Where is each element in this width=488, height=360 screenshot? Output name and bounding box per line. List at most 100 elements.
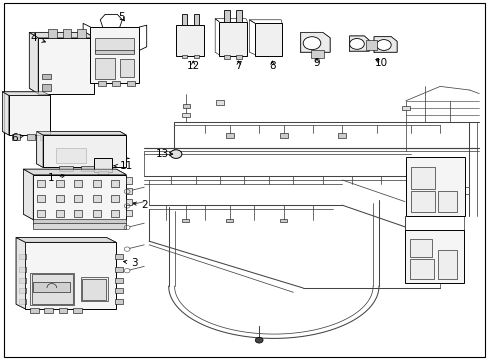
- Bar: [9, 95, 50, 135]
- Bar: [126, 177, 132, 184]
- Bar: [401, 106, 409, 110]
- Bar: [43, 135, 126, 167]
- Bar: [33, 219, 126, 224]
- Bar: [183, 104, 189, 108]
- Circle shape: [255, 337, 263, 343]
- Bar: [48, 29, 57, 38]
- Bar: [279, 133, 287, 138]
- Polygon shape: [23, 169, 126, 175]
- Bar: [59, 308, 67, 313]
- Bar: [225, 133, 233, 138]
- Bar: [33, 175, 126, 220]
- Bar: [74, 180, 82, 187]
- Bar: [19, 267, 26, 272]
- Bar: [235, 55, 241, 59]
- Bar: [19, 254, 26, 259]
- Bar: [409, 259, 433, 279]
- Bar: [77, 29, 86, 38]
- Bar: [81, 277, 107, 301]
- Bar: [410, 167, 434, 189]
- Bar: [30, 308, 39, 313]
- Bar: [19, 299, 26, 304]
- Bar: [224, 55, 229, 59]
- Circle shape: [349, 39, 364, 49]
- Text: 3: 3: [123, 258, 138, 268]
- Text: 11: 11: [114, 161, 133, 171]
- Polygon shape: [2, 92, 50, 95]
- Bar: [56, 210, 63, 217]
- Bar: [81, 166, 95, 171]
- Bar: [41, 84, 51, 91]
- Bar: [235, 10, 241, 22]
- Bar: [82, 279, 105, 300]
- Bar: [224, 10, 229, 22]
- Bar: [410, 191, 434, 212]
- Text: 10: 10: [374, 58, 387, 68]
- Bar: [95, 50, 134, 54]
- Bar: [115, 278, 122, 283]
- Polygon shape: [29, 32, 94, 38]
- Bar: [93, 180, 101, 187]
- Bar: [95, 58, 115, 79]
- Bar: [93, 210, 101, 217]
- Bar: [182, 14, 186, 25]
- Bar: [120, 59, 134, 77]
- Bar: [90, 27, 139, 83]
- Bar: [115, 288, 122, 293]
- Circle shape: [303, 37, 320, 50]
- Text: 4: 4: [31, 33, 45, 43]
- Bar: [193, 55, 198, 58]
- Polygon shape: [373, 37, 396, 52]
- Bar: [182, 55, 186, 58]
- Bar: [37, 180, 45, 187]
- Polygon shape: [16, 238, 116, 242]
- Bar: [98, 171, 107, 175]
- Bar: [182, 219, 189, 222]
- Bar: [95, 38, 134, 52]
- Text: 8: 8: [268, 60, 275, 71]
- Bar: [219, 22, 247, 56]
- Text: 2: 2: [133, 200, 147, 210]
- Bar: [176, 25, 204, 56]
- Text: 12: 12: [186, 60, 200, 71]
- Bar: [226, 219, 233, 222]
- Bar: [338, 133, 346, 138]
- Bar: [404, 230, 463, 283]
- Bar: [111, 210, 119, 217]
- Text: 9: 9: [313, 58, 320, 68]
- Bar: [33, 223, 126, 229]
- Bar: [115, 254, 122, 259]
- Bar: [112, 81, 120, 86]
- Bar: [37, 194, 45, 202]
- Bar: [310, 50, 324, 58]
- Bar: [111, 180, 119, 187]
- Bar: [255, 23, 282, 56]
- Bar: [38, 38, 94, 94]
- Bar: [126, 210, 132, 216]
- Bar: [74, 210, 82, 217]
- Text: 1: 1: [48, 173, 65, 183]
- Text: 6: 6: [11, 132, 23, 143]
- Bar: [126, 188, 132, 194]
- Bar: [59, 166, 73, 171]
- Bar: [74, 194, 82, 202]
- Bar: [41, 74, 51, 79]
- Text: 5: 5: [118, 12, 124, 22]
- Bar: [37, 210, 45, 217]
- Polygon shape: [37, 131, 126, 135]
- Polygon shape: [300, 32, 329, 52]
- Bar: [19, 288, 26, 293]
- Bar: [437, 250, 456, 279]
- Circle shape: [376, 40, 390, 50]
- Polygon shape: [349, 36, 368, 51]
- Bar: [193, 14, 198, 25]
- Polygon shape: [2, 92, 9, 135]
- Polygon shape: [29, 32, 38, 94]
- Bar: [405, 157, 464, 216]
- Bar: [115, 267, 122, 272]
- Bar: [30, 273, 74, 305]
- Bar: [111, 194, 119, 202]
- Bar: [437, 191, 456, 212]
- Polygon shape: [23, 169, 33, 220]
- Bar: [182, 113, 189, 117]
